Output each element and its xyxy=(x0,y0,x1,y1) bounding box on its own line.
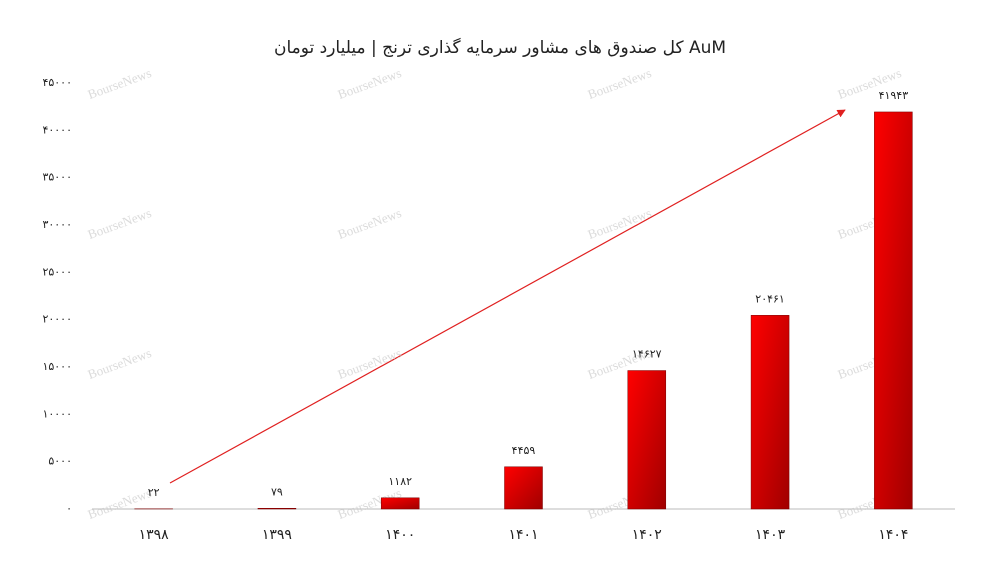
bar xyxy=(627,370,667,510)
y-tick-label: ۲۰۰۰۰ xyxy=(42,313,72,326)
data-label: ۲۲ xyxy=(148,486,160,499)
y-tick-label: ۳۵۰۰۰ xyxy=(42,171,72,184)
bar xyxy=(874,111,913,510)
watermark: BourseNews xyxy=(86,345,154,382)
watermark: BourseNews xyxy=(586,205,654,242)
x-tick-label: ۱۴۰۰ xyxy=(385,527,415,543)
bar xyxy=(257,508,297,510)
watermark: BourseNews xyxy=(86,65,154,102)
x-tick-label: ۱۴۰۴ xyxy=(878,527,908,543)
bar xyxy=(750,315,790,510)
x-tick-label: ۱۳۹۸ xyxy=(139,527,170,543)
watermark: BourseNews xyxy=(86,485,154,522)
y-tick-label: ۴۵۰۰۰ xyxy=(42,76,72,89)
data-label: ۷۹ xyxy=(271,485,283,498)
x-tick-label: ۱۳۹۹ xyxy=(262,527,292,543)
y-tick-label: ۳۰۰۰۰ xyxy=(42,218,72,231)
y-tick-label: ۱۵۰۰۰ xyxy=(42,360,72,373)
watermark: BourseNews xyxy=(336,65,404,102)
trend-arrow xyxy=(169,109,846,484)
data-label: ۴۱۹۴۳ xyxy=(879,89,909,102)
y-tick-label: ۵۰۰۰ xyxy=(48,455,72,468)
data-label: ۴۴۵۹ xyxy=(512,444,536,457)
y-tick-label: ۴۰۰۰۰ xyxy=(42,123,72,136)
chart-title: AuM کل صندوق های مشاور سرمایه گذاری ترنج… xyxy=(274,37,726,58)
x-tick-label: ۱۴۰۲ xyxy=(632,527,662,543)
watermark: BourseNews xyxy=(336,205,404,242)
watermark: BourseNews xyxy=(336,345,404,382)
bar xyxy=(504,466,543,510)
watermark: BourseNews xyxy=(86,205,154,242)
bar xyxy=(380,497,420,510)
y-tick-label: ۰ xyxy=(66,502,72,515)
x-tick-label: ۱۴۰۱ xyxy=(508,527,538,543)
y-tick-label: ۲۵۰۰۰ xyxy=(42,265,72,278)
watermark: BourseNews xyxy=(586,65,654,102)
data-label: ۱۴۶۲۷ xyxy=(632,348,662,361)
y-tick-label: ۱۰۰۰۰ xyxy=(42,407,72,420)
data-label: ۲۰۴۶۱ xyxy=(755,292,785,305)
data-label: ۱۱۸۲ xyxy=(388,475,412,488)
x-tick-label: ۱۴۰۳ xyxy=(755,527,786,543)
